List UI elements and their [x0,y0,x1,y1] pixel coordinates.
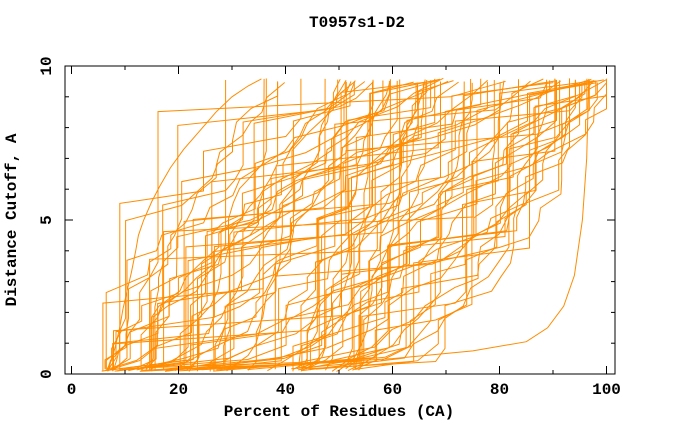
y-axis-label: Distance Cutoff, A [3,133,21,306]
gdt-curve [174,81,488,372]
gdt-curve [229,78,592,370]
axis-ticks [65,65,615,375]
gdt-curve [105,78,262,372]
gdt-curve [104,78,482,371]
gdt-curve [119,82,554,371]
gdt-curve [331,82,417,372]
gdt-curve [178,78,590,372]
gdt-curve [324,79,488,371]
gdt-curve [140,81,374,369]
gdt-curve [164,81,414,372]
gdt-curve [345,79,607,370]
gdt-curve [292,80,561,372]
gdt-curve [105,82,583,369]
gdt-curve [186,78,441,371]
gdt-curve [301,79,391,370]
gdt-curve [165,78,607,372]
gdt-curve [156,81,593,371]
gdt-curve [107,80,597,371]
gdt-curve [149,79,576,371]
gdt-curve [292,80,595,370]
gdt-curve [353,79,401,369]
x-tick-label: 60 [383,381,402,399]
gdt-curve [154,80,439,371]
gdt-curve [105,82,286,370]
gdt-curve [315,82,581,370]
y-tick-label: 5 [38,215,56,225]
x-axis-label: Percent of Residues (CA) [224,403,454,421]
gdt-curve [355,80,505,370]
gdt-curve [337,79,472,372]
gdt-curve [291,80,495,370]
gdt-curve [104,80,449,370]
gdt-curve [308,79,548,370]
gdt-curve [296,80,384,370]
gdt-curve [247,80,356,371]
chart-title: T0957s1-D2 [309,14,405,32]
gdt-curve [305,79,595,370]
gdt-curve [101,78,544,372]
gdt-curve [354,78,436,370]
gdt-curve [301,78,326,372]
gdt-curve [247,79,556,371]
gdt-curve [133,80,227,370]
gdt-curve [139,78,570,372]
gdt-curves [101,77,607,372]
gdt-curve [358,82,427,371]
gdt-curve [298,82,607,371]
x-tick-label: 40 [276,381,295,399]
gdt-curve [141,80,561,371]
y-tick-label: 10 [38,56,56,75]
x-tick-label: 20 [169,381,188,399]
gdt-curve [302,80,590,371]
y-tick-label: 0 [38,369,56,379]
gdt-curve [191,79,607,371]
gdt-curve [140,82,548,371]
gdt-curve [352,82,473,371]
gdt-curve [214,79,347,369]
gdt-curve [107,80,506,372]
gdt-curve [150,81,366,370]
gdt-curve [113,82,279,370]
gdt-curve [124,80,586,369]
x-tick-label: 0 [67,381,77,399]
axis-tick-labels: 0 20 40 60 80 100 0 5 10 [38,56,621,399]
gdt-curve [216,80,576,371]
gdt-curve [298,79,604,369]
gdt-curve [199,81,465,370]
gdt-curve [113,80,607,369]
gdt-curve [226,78,265,372]
gdt-curve [114,80,551,372]
gdt-curve [201,78,588,371]
gdt-curve [102,80,432,371]
gdt-curve [163,79,519,371]
x-tick-label: 80 [490,381,509,399]
gdt-curve [151,80,390,372]
x-tick-label: 100 [592,381,621,399]
